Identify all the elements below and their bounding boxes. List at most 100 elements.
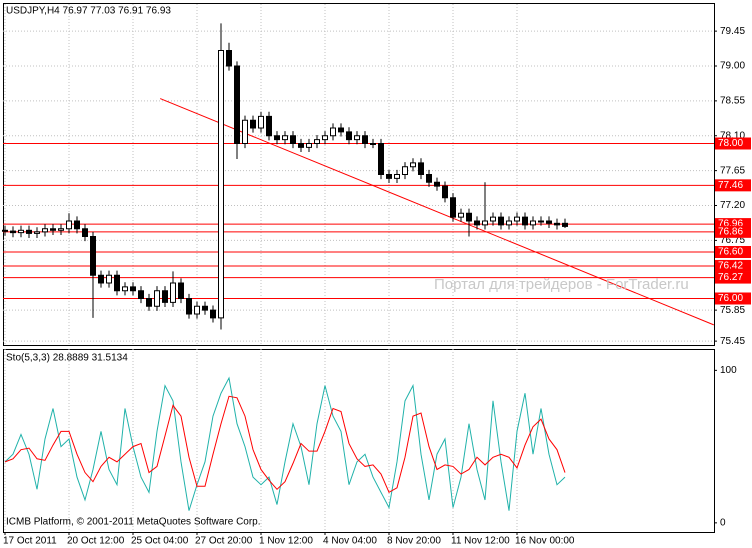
chart-title: USDJPY,H4 76.97 77.03 76.91 76.93: [6, 6, 171, 17]
candle-body: [314, 139, 320, 144]
candle-body: [146, 298, 152, 307]
level-label: 76.00: [718, 293, 743, 304]
candle-body: [186, 298, 192, 315]
candle-body: [370, 143, 376, 145]
candle-body: [434, 181, 440, 187]
level-label: 76.60: [718, 247, 743, 258]
candle-body: [50, 228, 56, 231]
candle-body: [322, 135, 328, 141]
candle-body: [234, 65, 240, 144]
candle-body: [530, 220, 536, 226]
y-tick-label: 79.00: [720, 61, 745, 72]
candle-body: [66, 220, 72, 230]
oscillator-line: [4, 376, 566, 511]
candle-body: [98, 274, 104, 284]
candle-body: [378, 143, 384, 175]
y-tick-label: 100: [720, 365, 737, 376]
candle-body: [26, 229, 32, 234]
candle-body: [266, 115, 272, 137]
candle-body: [458, 212, 464, 218]
candle-body: [274, 135, 280, 141]
candle-body: [546, 220, 552, 224]
y-tick-label: 78.55: [720, 96, 745, 107]
y-tick-label: 79.45: [720, 26, 745, 37]
candle-body: [82, 228, 88, 237]
candle-body: [418, 162, 424, 175]
candle-body: [90, 236, 96, 276]
x-tick-label: 17 Oct 2011: [3, 536, 57, 547]
candle-body: [402, 166, 408, 175]
candle-body: [426, 174, 432, 183]
level-label-box: [715, 137, 751, 150]
level-label: 77.46: [718, 180, 743, 191]
x-tick-label: 1 Nov 12:00: [259, 536, 313, 547]
level-label-box: [715, 246, 751, 258]
candle-body: [162, 290, 168, 303]
candle-body: [338, 127, 344, 133]
candle-body: [362, 135, 368, 144]
candle-body: [114, 274, 120, 292]
candle-body: [34, 231, 40, 234]
candle-body: [138, 290, 144, 299]
level-label: 76.27: [718, 272, 743, 283]
level-label-box: [715, 179, 751, 192]
candle-body: [58, 228, 64, 231]
candle-body: [10, 230, 16, 234]
indicator-title: Sto(5,3,3) 28.8889 31.5134: [6, 353, 128, 364]
level-label: 76.86: [718, 226, 743, 237]
candle-body: [538, 220, 544, 223]
candle-body: [210, 309, 216, 319]
y-tick-label: 77.20: [720, 200, 745, 211]
y-tick-label: 75.85: [720, 305, 745, 316]
trendline: [160, 98, 714, 326]
candle-body: [218, 50, 224, 319]
candle-body: [482, 220, 488, 226]
candle-body: [258, 115, 264, 129]
x-tick-label: 11 Nov 12:00: [451, 536, 510, 547]
candle-body: [522, 216, 528, 226]
candle-body: [122, 286, 128, 292]
candle-body: [194, 305, 200, 315]
candle-body: [2, 229, 8, 232]
candle-body: [354, 135, 360, 141]
x-tick-label: 4 Nov 04:00: [323, 536, 377, 547]
candle-body: [498, 216, 504, 226]
level-label: 78.00: [718, 138, 743, 149]
oscillator-line: [4, 395, 566, 494]
candle-body: [130, 286, 136, 292]
candle-body: [290, 135, 296, 144]
y-tick-label: 78.10: [720, 130, 745, 141]
candle-body: [506, 220, 512, 226]
footer: ICMB Platform, © 2001-2011 MetaQuotes So…: [6, 517, 261, 528]
x-tick-label: 25 Oct 04:00: [131, 536, 189, 547]
candle-body: [154, 290, 160, 307]
candle-body: [562, 222, 568, 227]
candle-body: [474, 220, 480, 226]
y-tick-label: 77.65: [720, 165, 745, 176]
x-tick-label: 20 Oct 12:00: [67, 536, 125, 547]
x-tick-label: 27 Oct 20:00: [195, 536, 253, 547]
level-label-box: [715, 259, 751, 272]
candle-body: [346, 131, 352, 141]
y-tick-label: 76.75: [720, 235, 745, 246]
candle-body: [178, 282, 184, 299]
y-tick-label: 0: [720, 517, 726, 528]
level-label: 76.42: [718, 261, 743, 272]
oscillator-panel-frame: [3, 349, 715, 533]
candle-body: [282, 135, 288, 141]
candle-body: [42, 228, 48, 233]
candle-body: [386, 174, 392, 179]
candle-body: [410, 162, 416, 168]
candle-body: [18, 229, 24, 234]
level-label: 76.96: [718, 219, 743, 230]
candle-body: [442, 185, 448, 199]
watermark: Портал для трейдеров - ForTrader.ru: [434, 276, 689, 293]
candle-body: [298, 143, 304, 148]
level-label-box: [715, 225, 751, 238]
candle-body: [450, 197, 456, 218]
candle-body: [554, 222, 560, 226]
candle-body: [170, 282, 176, 303]
price-panel-frame: [3, 3, 715, 346]
candle-body: [202, 305, 208, 311]
